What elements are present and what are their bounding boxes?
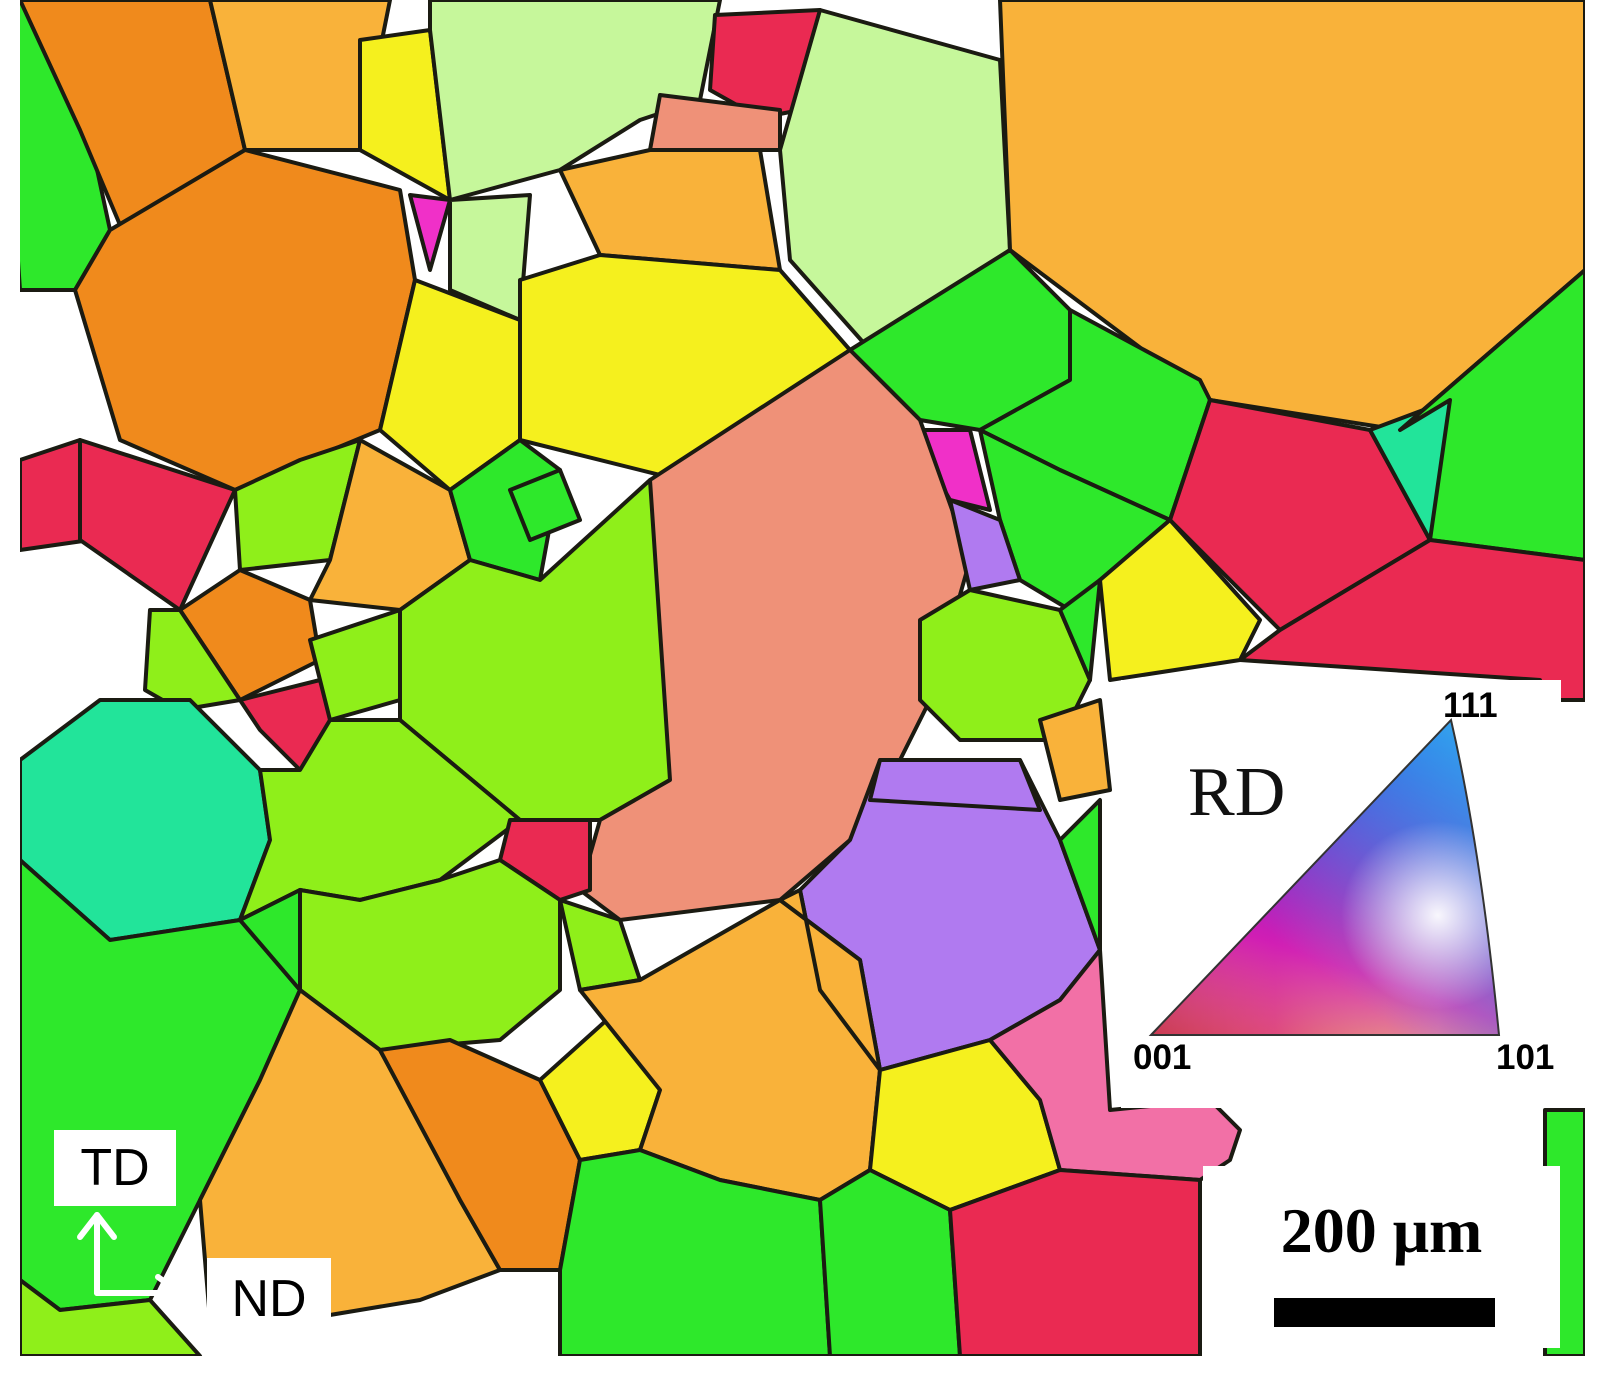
ipf-corner-101: 101 [1496,1038,1555,1077]
ipf-corner-001: 001 [1133,1038,1192,1077]
grain [1098,518,1262,682]
grain [498,818,592,902]
scale-bar [1274,1298,1495,1327]
grain [408,193,452,272]
grain [238,888,302,992]
grain [143,608,242,712]
grain [508,468,582,542]
scale-bar-label: 200 μm [1280,1195,1483,1266]
grain [558,148,782,272]
grain [868,758,1042,812]
grain [1058,578,1102,682]
grain [778,888,882,1072]
grain [988,948,1242,1182]
ipf-direction-label: RD [1188,754,1286,831]
grain [1038,698,1112,802]
axis-arrows-icon [77,1212,183,1305]
td-axis-label: TD [80,1139,150,1197]
ipf-corner-111: 111 [1443,686,1498,725]
grain [948,498,1022,592]
nd-axis-label-box: ND [207,1258,331,1340]
nd-axis-label: ND [231,1270,307,1328]
td-axis-label-box: TD [54,1130,176,1206]
grain [1058,798,1102,952]
ipf-legend: RD 111 001 101 [1121,680,1561,1108]
scale-bar-box: 200 μm [1203,1166,1560,1348]
grain [948,1168,1202,1358]
ipf-color-triangle [1148,717,1501,1036]
